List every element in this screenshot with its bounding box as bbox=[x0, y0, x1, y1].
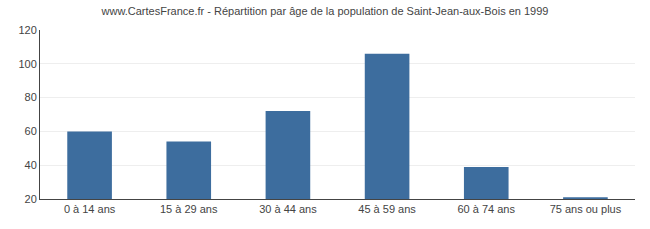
svg-text:60: 60 bbox=[25, 125, 37, 137]
svg-text:20: 20 bbox=[25, 193, 37, 205]
svg-text:0 à 14 ans: 0 à 14 ans bbox=[64, 203, 116, 215]
svg-text:15 à 29 ans: 15 à 29 ans bbox=[160, 203, 218, 215]
svg-text:60 à 74 ans: 60 à 74 ans bbox=[458, 203, 516, 215]
svg-text:120: 120 bbox=[18, 24, 36, 36]
svg-text:75 ans ou plus: 75 ans ou plus bbox=[550, 203, 622, 215]
svg-text:100: 100 bbox=[18, 58, 36, 70]
svg-text:45 à 59 ans: 45 à 59 ans bbox=[358, 203, 416, 215]
svg-text:40: 40 bbox=[25, 159, 37, 171]
svg-text:www.CartesFrance.fr - Répartit: www.CartesFrance.fr - Répartition par âg… bbox=[101, 5, 549, 17]
svg-text:80: 80 bbox=[25, 91, 37, 103]
svg-text:30 à 44 ans: 30 à 44 ans bbox=[259, 203, 317, 215]
